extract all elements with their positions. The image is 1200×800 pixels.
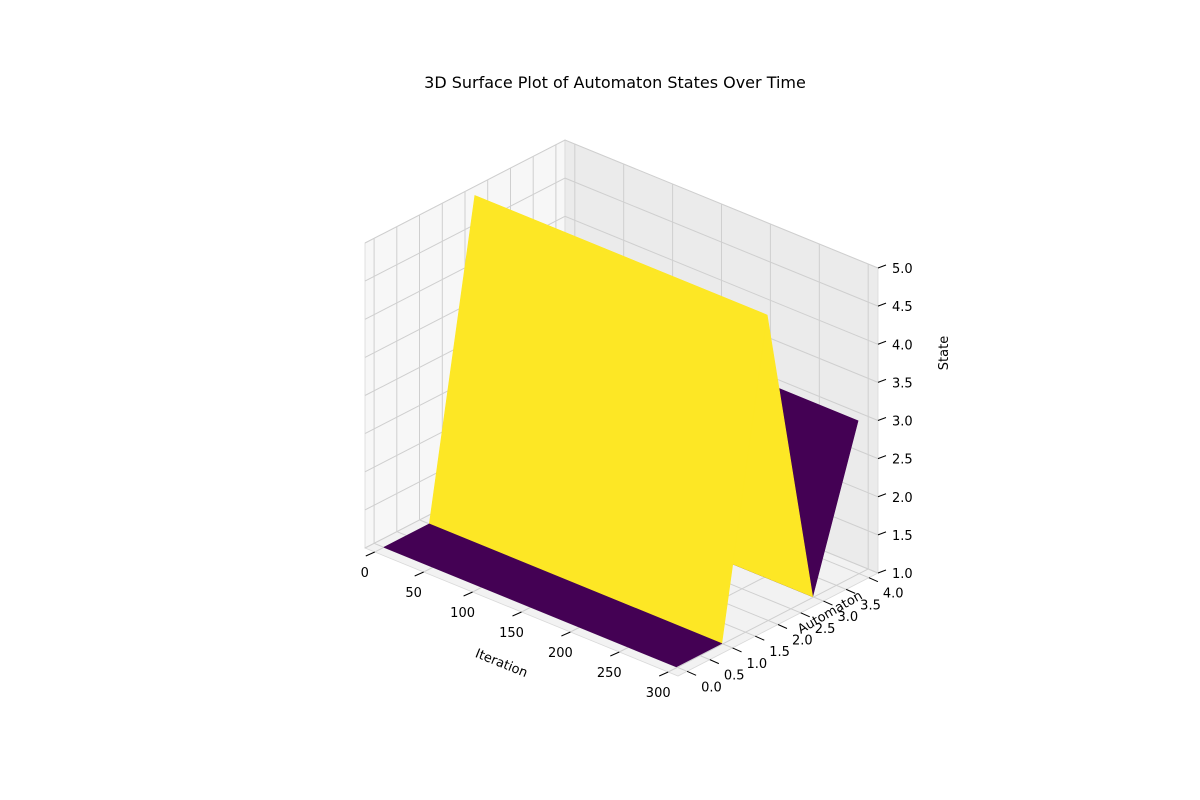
y-tick-label: 1.5 — [769, 645, 790, 660]
y-tick-mark — [686, 670, 697, 676]
surface-strip-0 — [383, 523, 723, 668]
z-tick-mark — [877, 378, 887, 383]
z-tick-mark — [877, 493, 887, 498]
z-grid-line — [364, 215, 879, 345]
y-tick-label: 3.5 — [860, 598, 881, 613]
x-tick-mark — [561, 631, 571, 637]
x-tick-mark — [659, 671, 669, 677]
y-tick-label: 4.0 — [883, 587, 904, 602]
z-tick-mark — [877, 531, 887, 536]
x-tick-label: 50 — [405, 586, 422, 601]
x-tick-mark — [414, 571, 424, 577]
z-grid-line — [364, 177, 879, 307]
z-tick-mark — [877, 340, 887, 345]
y-tick-mark — [755, 635, 765, 641]
z-tick-mark — [877, 264, 887, 269]
y-tick-label: 2.0 — [792, 634, 813, 649]
x-tick-label: 100 — [450, 606, 475, 621]
x-tick-mark — [365, 551, 375, 557]
y-tick-label: 0.0 — [701, 680, 722, 695]
surface — [383, 195, 859, 668]
z-tick-label: 1.0 — [892, 567, 913, 582]
z-tick-label: 4.5 — [892, 300, 913, 315]
x-tick-mark — [463, 591, 473, 597]
y-tick-mark — [732, 647, 742, 653]
z-tick-label: 3.5 — [892, 376, 913, 391]
y-tick-label: 1.0 — [747, 657, 768, 672]
z-tick-label: 1.5 — [892, 529, 913, 544]
z-tick-mark — [877, 417, 887, 421]
z-tick-mark — [877, 569, 887, 574]
chart-title: 3D Surface Plot of Automaton States Over… — [424, 73, 806, 92]
x-tick-label: 0 — [361, 566, 369, 581]
y-tick-mark — [777, 624, 788, 629]
y-tick-label: 0.5 — [724, 669, 745, 684]
y-tick-label: 3.0 — [837, 610, 858, 625]
y-tick-mark — [823, 600, 833, 606]
x-tick-label: 200 — [548, 646, 573, 661]
y-tick-mark — [868, 577, 879, 583]
y-tick-mark — [800, 612, 810, 618]
x-tick-label: 300 — [646, 686, 671, 701]
z-tick-label: 3.0 — [892, 415, 913, 430]
x-axis-label: Iteration — [473, 646, 530, 681]
y-tick-mark — [709, 659, 720, 665]
x-tick-mark — [512, 611, 522, 617]
z-tick-mark — [877, 302, 887, 307]
y-tick-label: 2.5 — [815, 622, 836, 637]
z-axis-label: State — [937, 336, 952, 370]
x-tick-mark — [610, 651, 620, 657]
z-grid-line — [364, 139, 879, 269]
z-tick-label: 5.0 — [892, 262, 913, 277]
z-tick-label: 2.5 — [892, 453, 913, 468]
y-tick-mark — [845, 588, 856, 594]
x-tick-label: 150 — [499, 626, 524, 641]
z-tick-mark — [877, 455, 887, 460]
z-tick-label: 4.0 — [892, 338, 913, 353]
z-tick-label: 2.0 — [892, 491, 913, 506]
x-tick-label: 250 — [597, 666, 622, 681]
